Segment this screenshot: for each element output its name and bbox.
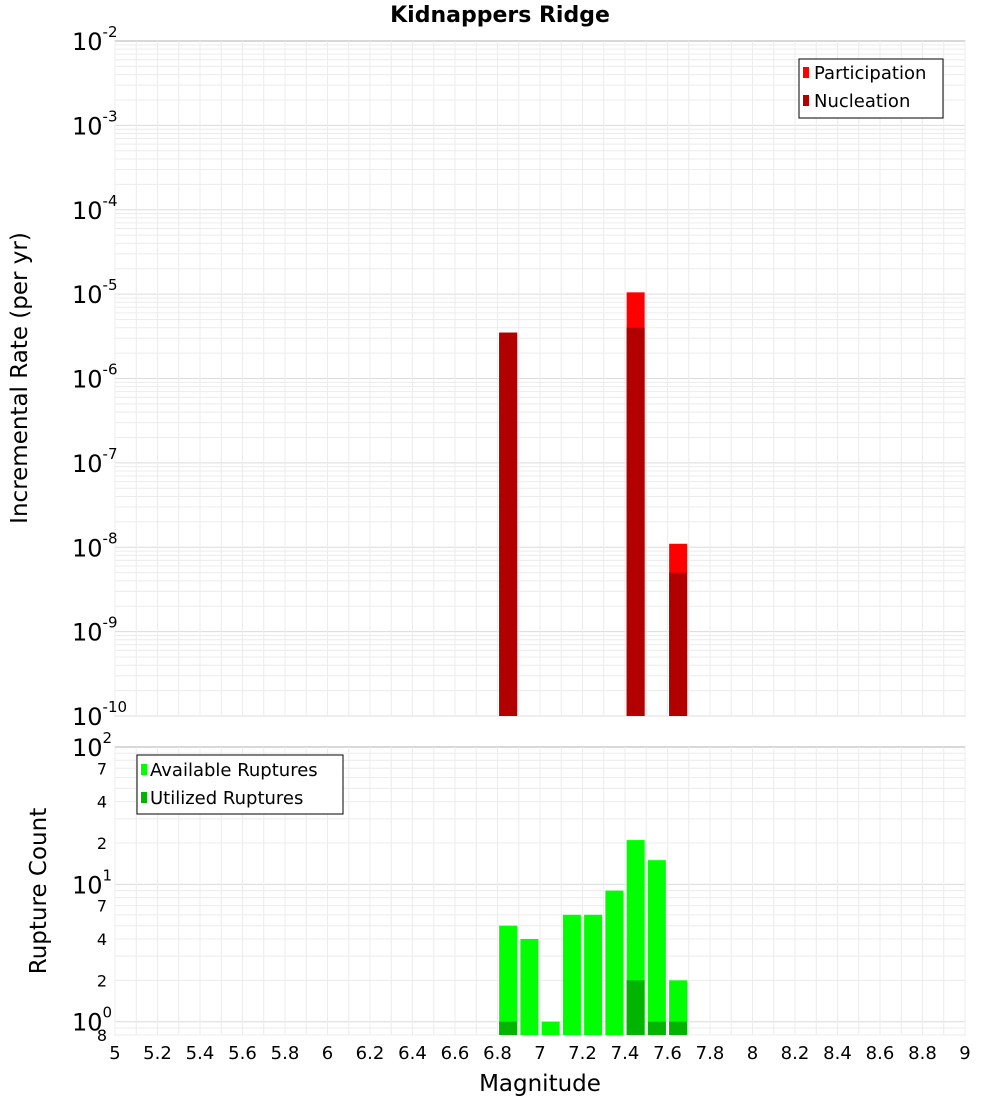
x-tick-label: 9 <box>959 1043 970 1064</box>
x-tick-label: 6.4 <box>398 1043 427 1064</box>
y-tick-label: 10-2 <box>72 23 118 56</box>
x-tick-label: 8.8 <box>908 1043 937 1064</box>
x-tick-label: 5 <box>109 1043 120 1064</box>
y-minor-tick-label: 2 <box>97 971 107 990</box>
y-tick-label: 10-8 <box>72 529 118 562</box>
top-bars <box>499 292 688 716</box>
bottom-legend-box <box>136 754 344 815</box>
y-tick-label: 10-4 <box>72 192 118 225</box>
x-axis-label: Magnitude <box>479 1071 601 1097</box>
y-tick-label: 10-6 <box>72 361 118 394</box>
legend-swatch-participation <box>803 67 809 78</box>
nucleation-bar <box>626 327 645 716</box>
available-bar <box>647 860 666 1035</box>
available-bar <box>562 914 581 1035</box>
y-minor-tick-label: 4 <box>97 930 107 949</box>
bottom-legend: Available Ruptures Utilized Ruptures <box>136 754 344 815</box>
legend-swatch-nucleation <box>803 95 809 106</box>
legend-label-nucleation: Nucleation <box>814 91 910 112</box>
x-tick-label: 7.8 <box>696 1043 725 1064</box>
y-minor-tick-label: 7 <box>97 897 107 916</box>
y-minor-tick-label: 8 <box>97 1026 107 1045</box>
legend-swatch-available <box>141 764 147 775</box>
available-bar <box>584 914 603 1035</box>
utilized-bar <box>669 1021 688 1035</box>
bottom-grid <box>114 747 966 1036</box>
x-tick-label: 7.6 <box>653 1043 682 1064</box>
legend-label-utilized: Utilized Ruptures <box>150 788 303 809</box>
x-tick-label: 5.8 <box>271 1043 300 1064</box>
x-tick-label: 5.6 <box>228 1043 257 1064</box>
y-tick-label: 10-5 <box>72 276 118 309</box>
x-tick-label: 8.6 <box>866 1043 895 1064</box>
y-tick-label: 10-7 <box>72 445 118 478</box>
available-bar <box>605 890 624 1035</box>
top-legend-box <box>798 58 944 119</box>
x-tick-label: 6.2 <box>356 1043 385 1064</box>
chart-title: Kidnappers Ridge <box>390 3 610 28</box>
y-tick-label: 102 <box>72 729 112 762</box>
x-tick-label: 6.6 <box>441 1043 470 1064</box>
utilized-bar <box>499 1021 518 1035</box>
top-y-axis-label: Incremental Rate (per yr) <box>7 232 33 524</box>
top-legend: Participation Nucleation <box>798 58 944 119</box>
y-tick-label: 101 <box>72 866 112 899</box>
available-bar <box>520 939 539 1035</box>
x-tick-label: 7.4 <box>611 1043 640 1064</box>
x-tick-label: 5.2 <box>143 1043 172 1064</box>
available-bar <box>499 925 518 1035</box>
y-tick-label: 10-10 <box>72 698 127 731</box>
available-bar <box>669 980 688 1035</box>
bottom-y-axis-label: Rupture Count <box>26 808 52 974</box>
x-tick-label: 8 <box>747 1043 758 1064</box>
x-tick-label: 8.2 <box>781 1043 810 1064</box>
x-tick-label: 7 <box>534 1043 545 1064</box>
legend-swatch-utilized <box>141 792 147 803</box>
legend-label-participation: Participation <box>814 63 926 84</box>
x-tick-label: 5.4 <box>186 1043 215 1064</box>
x-tick-labels: 5 5.2 5.4 5.6 5.8 6 6.2 6.4 6.6 6.8 7 7.2 7.4 7.6 7.8 8… <box>109 1043 970 1064</box>
x-tick-label: 7.2 <box>568 1043 597 1064</box>
utilized-bar <box>647 1021 666 1035</box>
y-minor-tick-label: 7 <box>97 759 107 778</box>
y-minor-tick-label: 4 <box>97 793 107 812</box>
utilized-bar <box>626 980 645 1035</box>
x-tick-label: 6 <box>322 1043 333 1064</box>
y-tick-label: 100 <box>72 1004 112 1037</box>
legend-label-available: Available Ruptures <box>150 760 318 781</box>
bottom-bars <box>499 840 688 1035</box>
x-tick-label: 6.8 <box>483 1043 512 1064</box>
nucleation-bar <box>499 332 518 716</box>
nucleation-bar <box>669 572 688 716</box>
top-grid <box>114 41 966 717</box>
y-tick-label: 10-9 <box>72 614 118 647</box>
x-tick-label: 8.4 <box>823 1043 852 1064</box>
available-bar <box>541 1021 560 1035</box>
y-minor-tick-label: 2 <box>97 834 107 853</box>
bottom-y-tick-labels: 102 101 100 7 4 2 7 4 2 8 <box>72 729 112 1045</box>
top-y-tick-labels: 10-2 10-3 10-4 10-5 10-6 10-7 10-8 10-9 10-10 <box>72 23 127 731</box>
y-tick-label: 10-3 <box>72 107 118 140</box>
